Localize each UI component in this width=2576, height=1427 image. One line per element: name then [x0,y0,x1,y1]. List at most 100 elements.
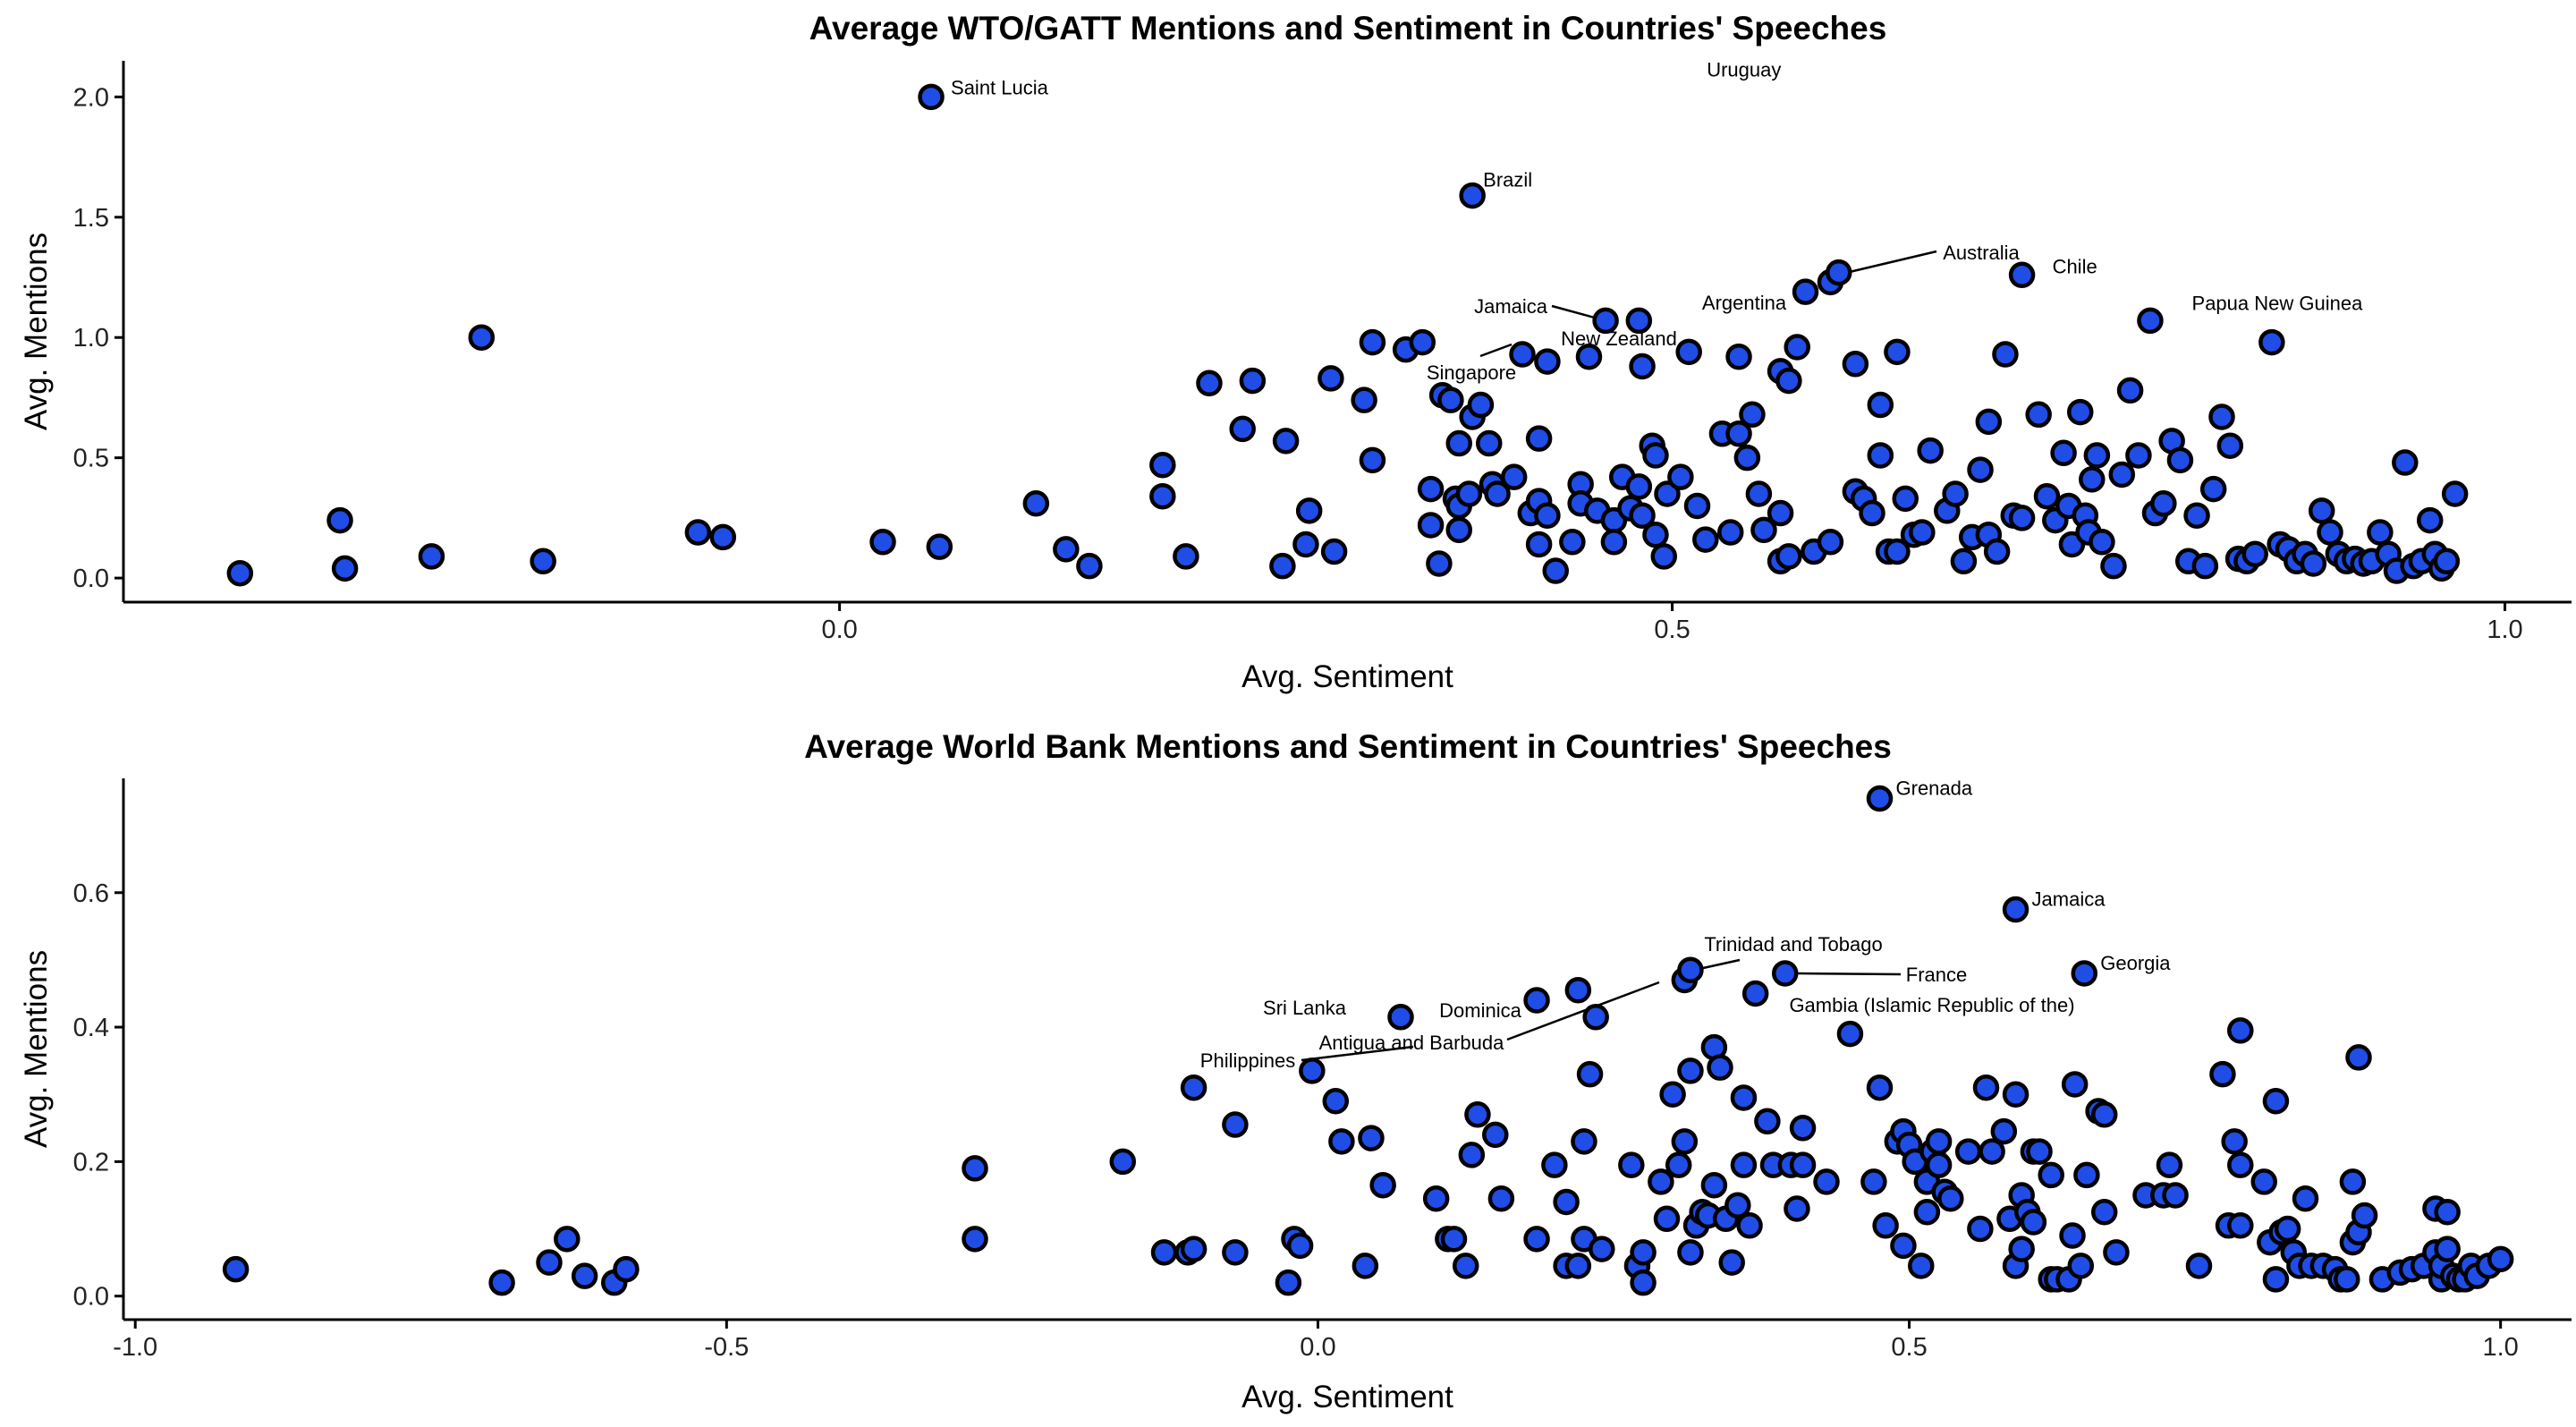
scatter-point [1990,1117,2018,1145]
scatter-point [1771,960,1799,987]
scatter-point [554,1226,580,1253]
point-label: Chile [2053,255,2097,277]
scatter-point [571,1262,598,1289]
scatter-point [2345,1044,2372,1071]
scatter-point [1867,391,1894,419]
scatter-point [918,83,945,111]
scatter-point [1745,480,1773,507]
scatter-point [2125,442,2152,469]
chart-title: Average WTO/GATT Mentions and Sentiment … [809,10,1887,47]
scatter-point [1667,463,1694,490]
y-tick-label: 0.0 [73,1283,109,1312]
scatter-point [1482,1121,1509,1149]
x-tick-label: 0.0 [1300,1333,1335,1362]
scatter-point [1884,338,1911,366]
scatter-point [1925,1151,1953,1178]
scatter-point [1553,1188,1580,1216]
scatter-point [2038,1161,2064,1189]
scatter-point [1736,1212,1763,1239]
scatter-point [1730,1151,1758,1178]
scatter-point [1625,307,1653,335]
scatter-point [1272,428,1300,454]
label-leader-line [1506,981,1660,1041]
scatter-point [1750,516,1777,544]
scatter-point [1867,442,1894,469]
scatter-point [1659,1081,1686,1108]
scatter-point [2116,377,2144,404]
scatter-point [1784,334,1810,361]
scatter-point [1509,341,1536,368]
scatter-point [1884,538,1911,565]
point-label: Gambia (Islamic Republic of the) [1789,994,2074,1016]
scatter-point [1445,516,1472,544]
scatter-point [1983,538,2011,565]
scatter-point [2090,1101,2118,1128]
x-tick-label: 0.0 [821,616,857,644]
scatter-point [1541,1151,1568,1178]
chart-title: Average World Bank Mentions and Sentimen… [804,728,1892,765]
scatter-point [2067,1253,2095,1279]
scatter-point [1754,1108,1781,1135]
scatter-point [1180,1236,1208,1262]
scatter-point [2008,1236,2035,1262]
scatter-point [1299,1058,1326,1084]
scatter-point [2300,550,2327,577]
scatter-point [1452,1253,1479,1279]
scatter-point [326,506,353,534]
scatter-point [1426,550,1453,577]
scatter-point [2227,1017,2254,1044]
point-label: Jamaica [2032,888,2106,911]
scatter-point [1359,328,1386,356]
scatter-point [1908,1253,1935,1279]
y-tick-label: 1.0 [73,324,109,353]
scatter-point [1629,353,1656,380]
scatter-point [2002,896,2029,923]
scatter-point [1648,1168,1674,1195]
scatter-point [1775,543,1802,570]
scatter-point [1523,1226,1550,1253]
scatter-point [1459,182,1486,209]
scatter-point [684,519,712,546]
scatter-point [1942,480,1969,507]
scatter-point [2025,401,2052,429]
point-label: Brazil [1483,169,1532,191]
scatter-point [2334,1266,2360,1293]
scatter-point [2033,482,2061,510]
point-label: Singapore [1427,361,1516,384]
scatter-point [1967,1215,1994,1243]
scatter-point [1725,343,1752,370]
scatter-point [1352,1253,1379,1279]
scatter-point [2089,529,2115,556]
scatter-point [1149,482,1176,510]
scatter-point [1859,499,1885,527]
scatter-point [1654,480,1681,507]
scatter-point [2227,1151,2254,1178]
scatter-point [1909,519,1936,546]
scatter-point [1440,1226,1468,1253]
scatter-point [1789,1115,1817,1142]
scatter-point [1700,1171,1728,1199]
scatter-point [1320,538,1348,565]
y-axis-title: Avg. Mentions [19,233,54,430]
scatter-point [1954,1138,1982,1165]
scatter-point [1826,259,1852,286]
scatter-point [1866,1074,1894,1101]
scatter-point [488,1269,515,1296]
scatter-point [1718,1249,1745,1276]
scatter-point [1890,1232,1917,1260]
label-leader-line [1846,250,1937,274]
scatter-point [2216,432,2244,459]
scatter-point [1592,307,1619,335]
scatter-point [1629,502,1656,529]
scatter-point [2262,1266,2290,1293]
scatter-point [1180,1074,1208,1101]
scatter-point [1476,429,1503,457]
scatter-point [2002,1081,2029,1108]
scatter-point [1359,446,1386,474]
scatter-point [1417,512,1445,539]
scatter-point [536,1249,563,1276]
scatter-point [2020,1209,2047,1236]
scatter-point [2100,552,2127,580]
scatter-point [468,324,496,351]
scatter-point [2317,519,2343,546]
